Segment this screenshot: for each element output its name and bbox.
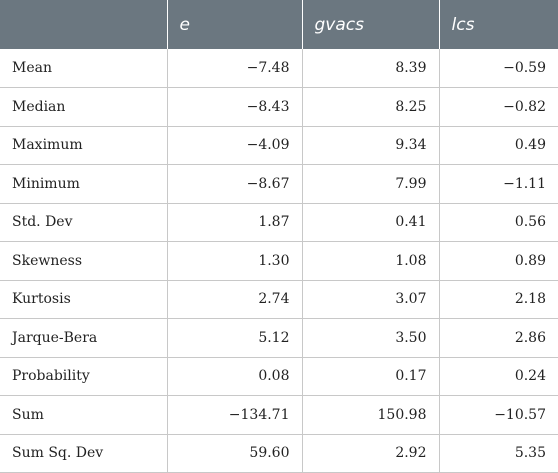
cell-gvacs: 150.98 bbox=[302, 395, 440, 435]
row-label: Probability bbox=[0, 357, 168, 396]
cell-lcs: 0.89 bbox=[439, 241, 558, 281]
table-row: Skewness 1.30 1.08 0.89 bbox=[0, 241, 558, 281]
cell-e: −7.48 bbox=[167, 49, 303, 88]
cell-gvacs: 3.07 bbox=[302, 280, 440, 319]
cell-lcs: −10.57 bbox=[439, 395, 558, 435]
cell-gvacs: 8.39 bbox=[302, 49, 440, 88]
cell-e: −8.43 bbox=[167, 87, 303, 127]
row-label: Kurtosis bbox=[0, 280, 168, 319]
cell-e: 1.87 bbox=[167, 203, 303, 242]
header-row: e gvacs lcs bbox=[0, 0, 558, 49]
cell-e: 1.30 bbox=[167, 241, 303, 281]
cell-gvacs: 0.17 bbox=[302, 357, 440, 396]
row-label: Std. Dev bbox=[0, 203, 168, 242]
table-row: Std. Dev 1.87 0.41 0.56 bbox=[0, 203, 558, 242]
row-label: Sum bbox=[0, 395, 168, 435]
header-cell-lcs: lcs bbox=[439, 0, 558, 49]
header-cell-empty bbox=[0, 0, 168, 49]
cell-gvacs: 9.34 bbox=[302, 126, 440, 165]
cell-gvacs: 2.92 bbox=[302, 434, 440, 473]
cell-lcs: 2.18 bbox=[439, 280, 558, 319]
table-row: Median −8.43 8.25 −0.82 bbox=[0, 87, 558, 127]
cell-lcs: −0.59 bbox=[439, 49, 558, 88]
cell-gvacs: 1.08 bbox=[302, 241, 440, 281]
table-row: Kurtosis 2.74 3.07 2.18 bbox=[0, 280, 558, 319]
cell-lcs: 2.86 bbox=[439, 318, 558, 358]
row-label: Median bbox=[0, 87, 168, 127]
cell-lcs: 5.35 bbox=[439, 434, 558, 473]
cell-e: −8.67 bbox=[167, 164, 303, 204]
cell-lcs: 0.56 bbox=[439, 203, 558, 242]
row-label: Jarque-Bera bbox=[0, 318, 168, 358]
table-row: Jarque-Bera 5.12 3.50 2.86 bbox=[0, 318, 558, 358]
cell-gvacs: 8.25 bbox=[302, 87, 440, 127]
row-label: Skewness bbox=[0, 241, 168, 281]
cell-gvacs: 3.50 bbox=[302, 318, 440, 358]
row-label: Maximum bbox=[0, 126, 168, 165]
header-cell-e: e bbox=[167, 0, 303, 49]
table-row: Maximum −4.09 9.34 0.49 bbox=[0, 126, 558, 165]
cell-gvacs: 0.41 bbox=[302, 203, 440, 242]
cell-gvacs: 7.99 bbox=[302, 164, 440, 204]
cell-lcs: −1.11 bbox=[439, 164, 558, 204]
cell-lcs: 0.49 bbox=[439, 126, 558, 165]
cell-e: 59.60 bbox=[167, 434, 303, 473]
table-header: e gvacs lcs bbox=[0, 0, 558, 49]
row-label: Minimum bbox=[0, 164, 168, 204]
cell-e: 5.12 bbox=[167, 318, 303, 358]
cell-e: −134.71 bbox=[167, 395, 303, 435]
cell-e: 0.08 bbox=[167, 357, 303, 396]
cell-e: 2.74 bbox=[167, 280, 303, 319]
row-label: Mean bbox=[0, 49, 168, 88]
cell-e: −4.09 bbox=[167, 126, 303, 165]
table-row: Sum −134.71 150.98 −10.57 bbox=[0, 395, 558, 435]
table-row: Sum Sq. Dev 59.60 2.92 5.35 bbox=[0, 434, 558, 473]
table-row: Mean −7.48 8.39 −0.59 bbox=[0, 49, 558, 88]
header-cell-gvacs: gvacs bbox=[302, 0, 440, 49]
table-row: Probability 0.08 0.17 0.24 bbox=[0, 357, 558, 396]
cell-lcs: 0.24 bbox=[439, 357, 558, 396]
table-row: Minimum −8.67 7.99 −1.11 bbox=[0, 164, 558, 204]
row-label: Sum Sq. Dev bbox=[0, 434, 168, 473]
table-body: Mean −7.48 8.39 −0.59 Median −8.43 8.25 … bbox=[0, 49, 558, 473]
cell-lcs: −0.82 bbox=[439, 87, 558, 127]
